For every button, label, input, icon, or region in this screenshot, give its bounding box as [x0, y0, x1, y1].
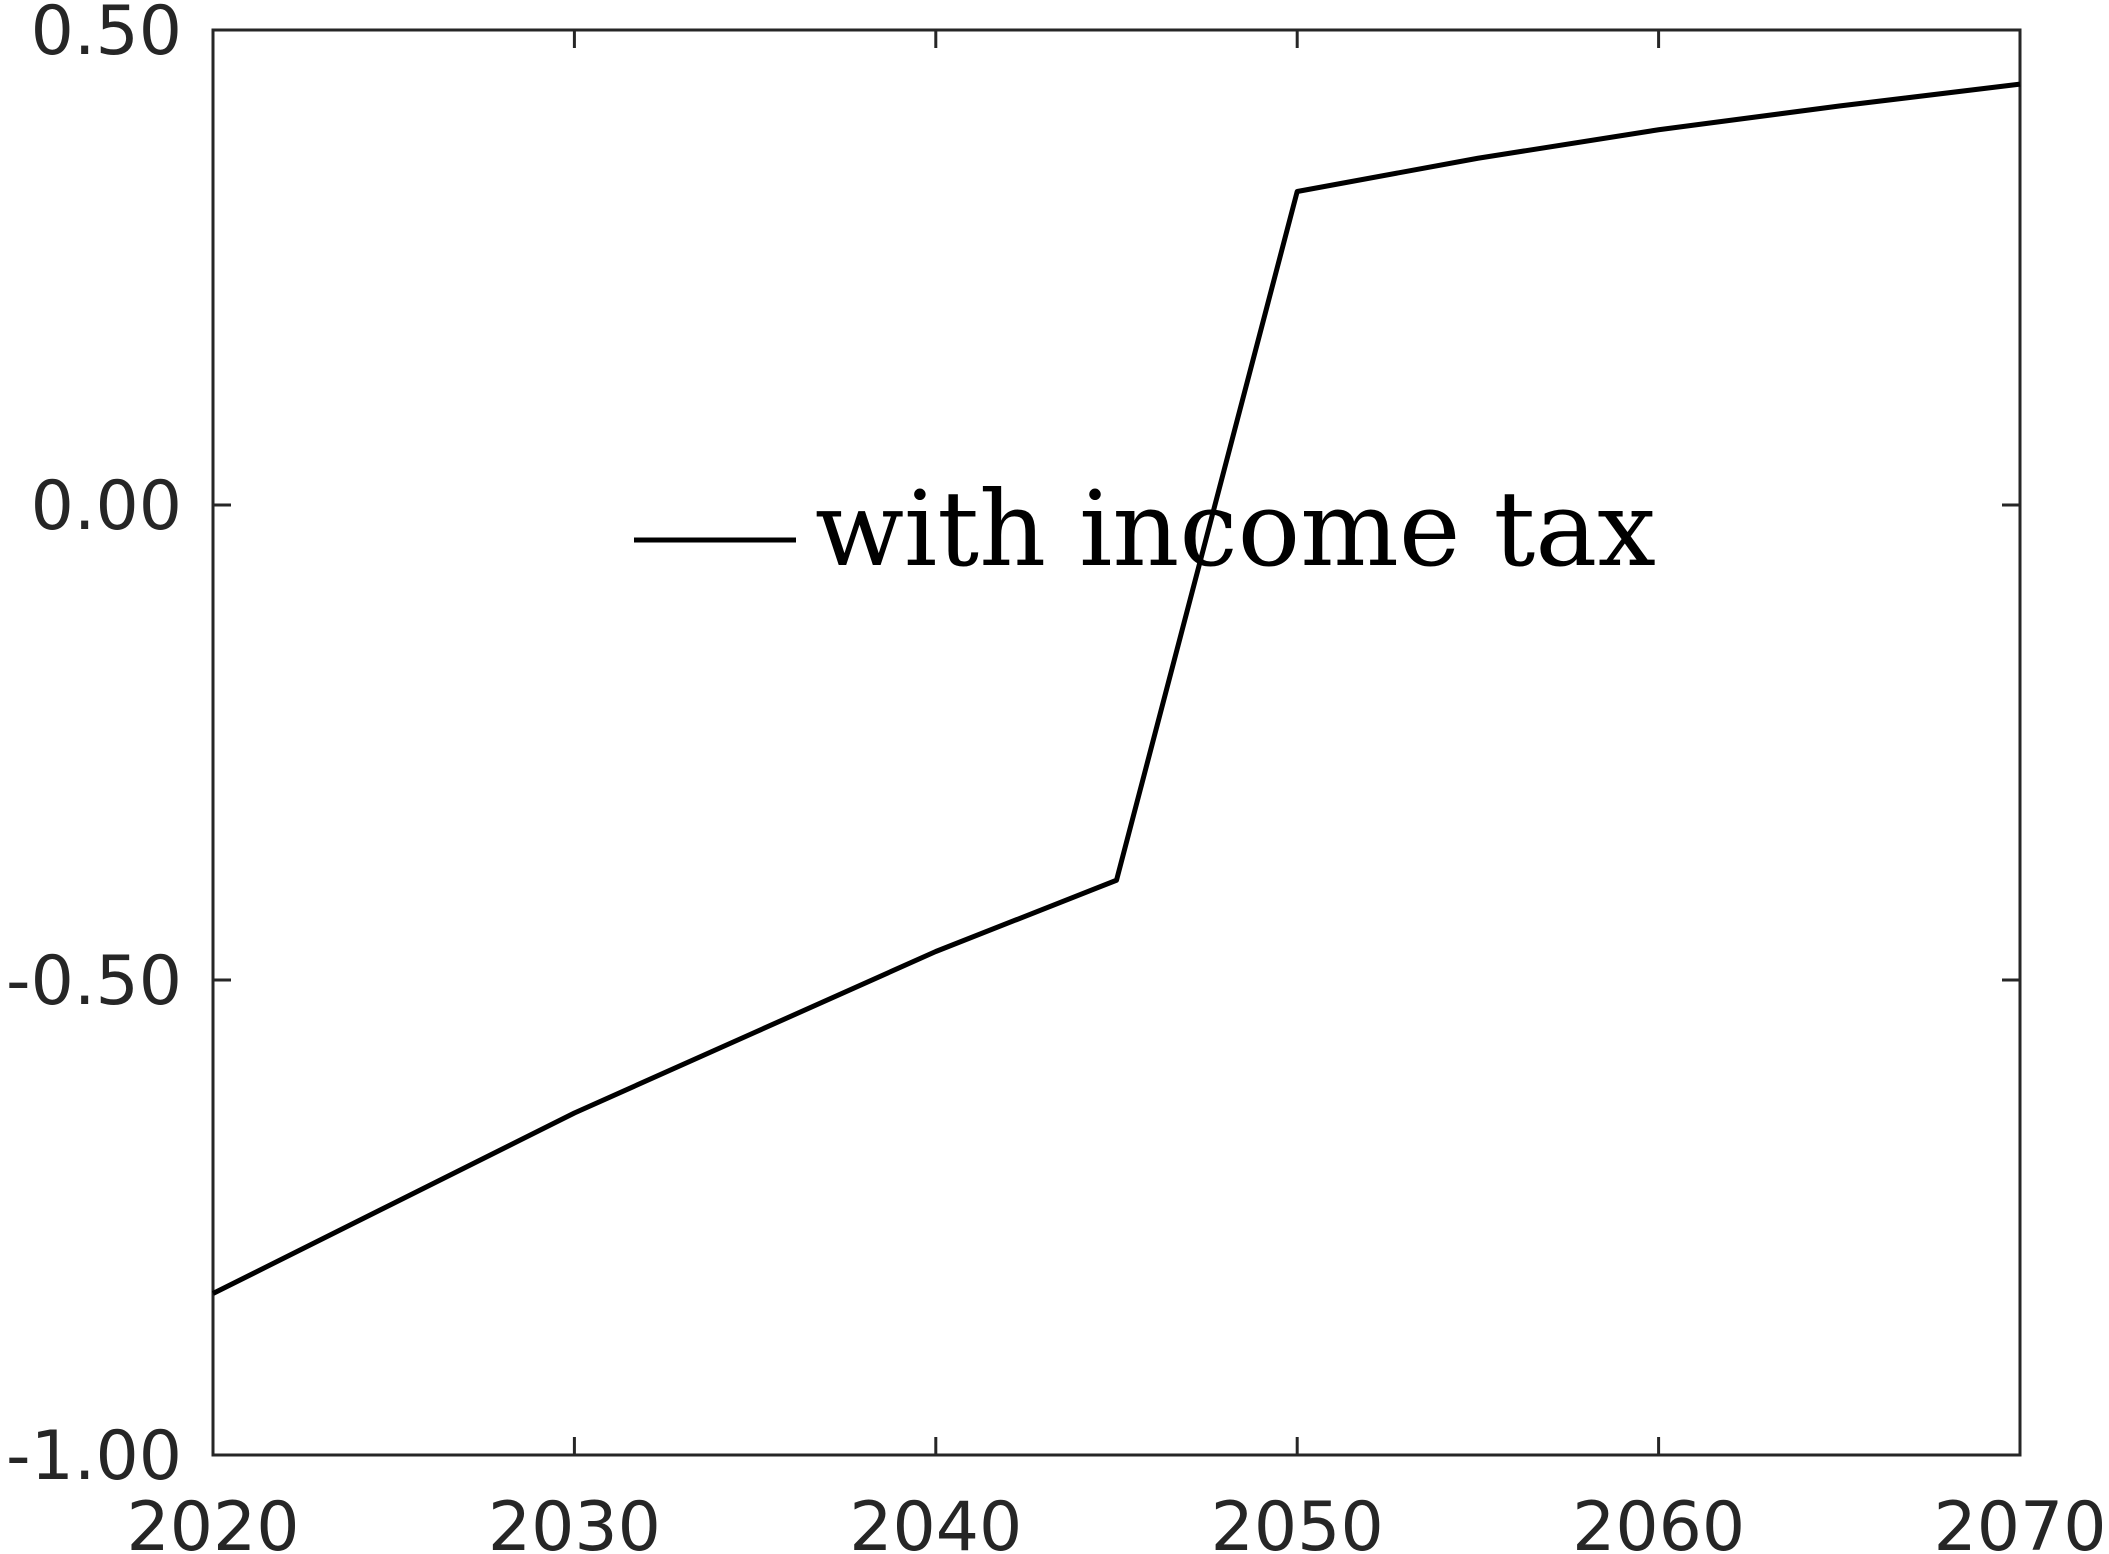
- x-tick-label: 2040: [849, 1488, 1022, 1554]
- legend: with income tax: [634, 468, 1656, 590]
- series-line-with-income-tax: [211, 81, 2021, 1296]
- x-tick-label: 2020: [126, 1488, 299, 1554]
- y-tick-label: -0.50: [6, 942, 182, 1021]
- x-tick-label: 2030: [488, 1488, 661, 1554]
- x-tick-label: 2070: [1933, 1488, 2106, 1554]
- y-tick-label: 0.00: [31, 467, 182, 546]
- plot-area: [211, 28, 2022, 1457]
- series-lines: [211, 81, 2021, 1296]
- y-tick-label: -1.00: [6, 1417, 182, 1496]
- axis-tick-labels: 2020 2030 2040 2050 2060 2070 -1.00 -0.50 0.00 0.…: [6, 0, 2106, 1554]
- x-tick-label: 2050: [1211, 1488, 1384, 1554]
- axis-ticks: [211, 28, 2022, 1457]
- x-tick-label: 2060: [1572, 1488, 1745, 1554]
- legend-label: with income tax: [815, 468, 1656, 590]
- y-tick-label: 0.50: [31, 0, 182, 71]
